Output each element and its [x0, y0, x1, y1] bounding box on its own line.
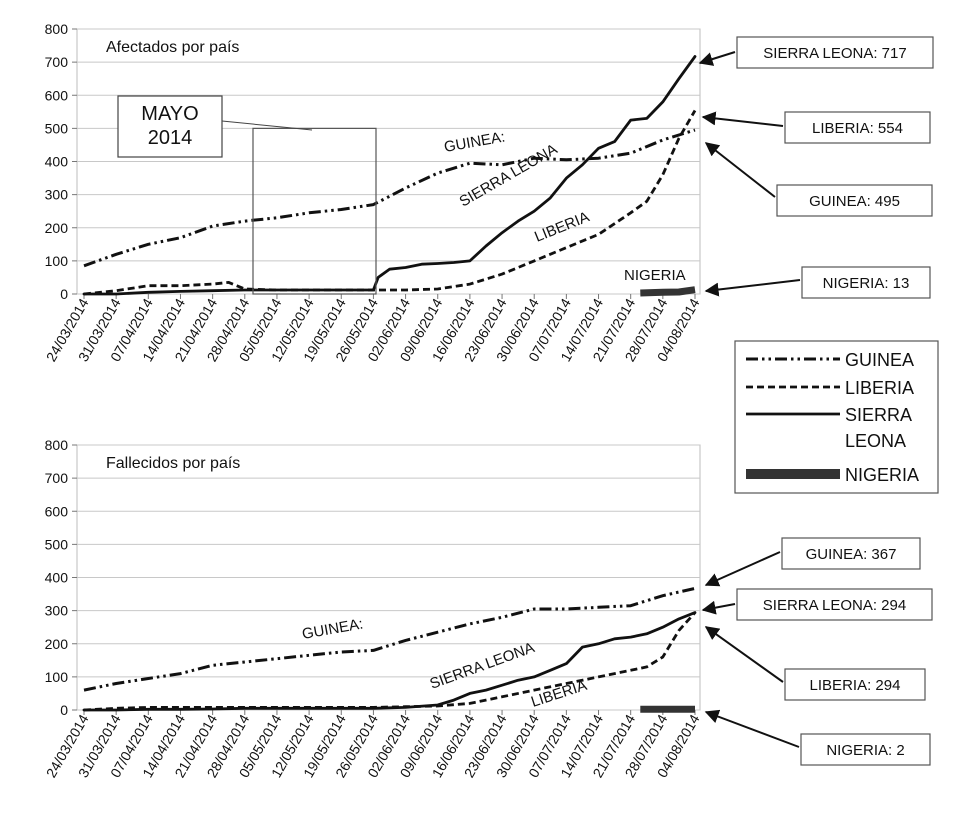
y-tick-label: 600 [45, 87, 69, 103]
y-tick-label: 800 [45, 437, 69, 453]
mayo-highlight-box [252, 127, 377, 295]
y-tick-label: 100 [45, 253, 69, 269]
value-callout-label: NIGERIA: 13 [823, 275, 910, 292]
value-callout-label: SIERRA LEONA: 717 [763, 45, 906, 62]
y-tick-label: 100 [45, 669, 69, 685]
callout-arrow [704, 626, 784, 683]
callout-arrow [704, 709, 800, 748]
y-tick-label: 400 [45, 154, 69, 170]
value-callout-label: GUINEA: 495 [809, 193, 900, 210]
series-line-sierra-leona [82, 611, 697, 712]
callout-arrow [698, 51, 736, 66]
callout-arrow [704, 279, 801, 297]
mayo-label: MAYO [141, 103, 198, 125]
series-line-liberia [83, 109, 697, 296]
legend-label: GUINEA [845, 350, 914, 370]
value-callout-box [736, 588, 933, 621]
value-callout-label: SIERRA LEONA: 294 [763, 597, 906, 614]
value-callout-box [784, 111, 931, 144]
y-tick-label: 300 [45, 603, 69, 619]
mayo-label: 2014 [148, 127, 193, 149]
y-tick-label: 300 [45, 187, 69, 203]
y-tick-label: 400 [45, 570, 69, 586]
y-tick-label: 500 [45, 536, 69, 552]
legend-label: LEONA [845, 431, 906, 451]
callout-arrow [701, 600, 736, 615]
legend-label: LIBERIA [845, 378, 914, 398]
y-tick-label: 200 [45, 636, 69, 652]
series-line-sierra-leona [82, 55, 697, 296]
value-callout-box [781, 537, 921, 570]
chart-title: Fallecidos por país [106, 455, 240, 472]
callout-arrow [704, 142, 776, 198]
callout-arrow [704, 551, 781, 587]
chart-title: Afectados por país [106, 39, 239, 56]
y-tick-label: 0 [60, 702, 68, 718]
series-line-guinea [83, 128, 696, 268]
y-tick-label: 0 [60, 286, 68, 302]
legend-label: NIGERIA [845, 465, 919, 485]
legend-box [734, 340, 939, 494]
value-callout-label: NIGERIA: 2 [826, 742, 904, 759]
value-callout-box [776, 184, 933, 217]
y-tick-label: 200 [45, 220, 69, 236]
value-callout-box [784, 668, 926, 701]
y-tick-label: 800 [45, 21, 69, 37]
value-callout-label: LIBERIA: 294 [810, 677, 901, 694]
series-line-liberia [83, 611, 697, 712]
chart-legend: GUINEA LIBERIA SIERRA LEONA NIGERIA [734, 340, 939, 494]
value-callout-label: LIBERIA: 554 [812, 120, 903, 137]
mayo-label-box [117, 95, 223, 158]
series-line-nigeria [640, 286, 696, 297]
y-tick-label: 500 [45, 120, 69, 136]
value-callout-box [801, 266, 931, 299]
value-callout-label: GUINEA: 367 [806, 546, 897, 563]
y-tick-label: 700 [45, 470, 69, 486]
callout-arrow [701, 111, 784, 127]
y-tick-label: 600 [45, 503, 69, 519]
series-annotation: NIGERIA [624, 267, 686, 284]
legend-label: SIERRA [845, 405, 912, 425]
chart-afectados: 010020030040050060070080024/03/201431/03… [43, 21, 934, 364]
y-tick-label: 700 [45, 54, 69, 70]
value-callout-box [736, 36, 934, 69]
mayo-connector [221, 120, 313, 131]
series-line-guinea [83, 586, 696, 692]
value-callout-box [800, 733, 931, 766]
